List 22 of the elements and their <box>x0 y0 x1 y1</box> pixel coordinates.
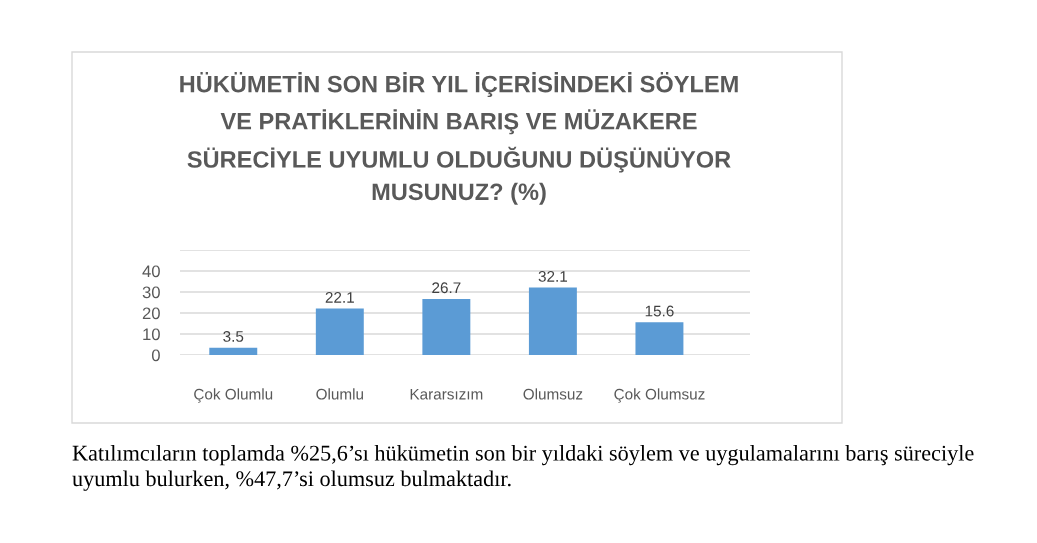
x-tick-label: Olumlu <box>316 388 363 400</box>
data-label: 3.5 <box>223 331 244 342</box>
chart-title: HÜKÜMETİN SON BİR YIL İÇERİSİNDEKİ SÖYLEM VE PRATİKLERİNİN BARIŞ VE MÜZAKERE SÜRECİYLE UYUMLU OLDUĞUNU DÜŞÜNÜYOR MUSUNUZ? (%) <box>180 72 738 205</box>
y-tick-label: 10 <box>143 328 160 341</box>
x-tick-label: Kararsızım <box>410 388 483 400</box>
bar <box>635 322 684 355</box>
bar <box>528 287 577 355</box>
data-label: 32.1 <box>538 270 568 282</box>
y-tick-label: 20 <box>142 307 160 320</box>
x-tick-label: Çok Olumlu <box>194 388 273 403</box>
bar <box>315 308 364 355</box>
bar <box>422 298 471 355</box>
data-label: 22.1 <box>325 291 354 303</box>
x-tick-label: Olumsuz <box>523 388 583 400</box>
text: Katılımcıların toplamda %25,6’sı hükümetin son bir yıldaki söylem ve uygulamalarını barış süreciyle uyumlu bulurken, %47,7’si olumsuz bulmaktadır. <box>72 445 974 491</box>
y-tick-label: 40 <box>142 265 160 278</box>
y-tick-label: 0 <box>151 349 160 362</box>
y-tick-label: 30 <box>142 286 160 299</box>
data-label: 15.6 <box>645 305 674 317</box>
x-tick-label: Çok Olumsuz <box>614 388 705 403</box>
data-label: 26.7 <box>432 282 461 294</box>
bar <box>209 347 258 355</box>
